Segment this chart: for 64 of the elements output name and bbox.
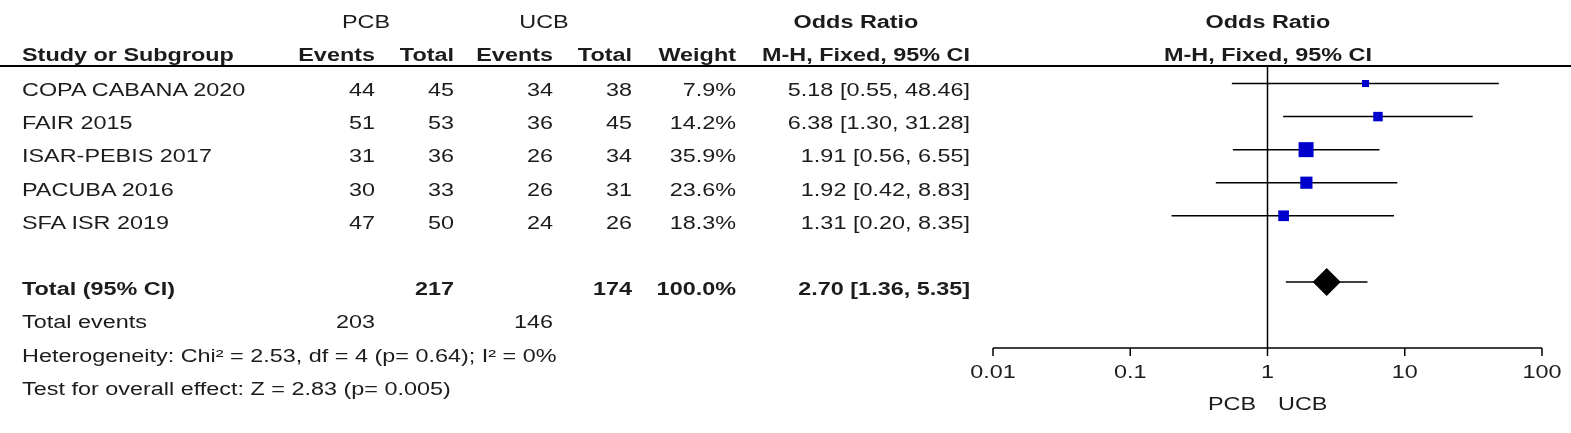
- data-label: 38: [605, 79, 632, 101]
- x-tick-label: 10: [1391, 361, 1418, 382]
- data-label: 33: [427, 178, 454, 201]
- category-label: PACUBA 2016: [22, 178, 174, 201]
- text: Test for overall effect: Z = 2.83 (p= 0.005): [22, 377, 451, 400]
- data-label: 26: [526, 145, 553, 168]
- category-label: FAIR 2015: [22, 112, 133, 135]
- data-label: 100.0%: [656, 278, 736, 301]
- x-tick-label: 100: [1522, 361, 1562, 382]
- category-label: Total events: [22, 311, 147, 334]
- data-label: 31: [348, 145, 375, 168]
- data-label: 36: [526, 112, 553, 135]
- text: Total: [399, 44, 454, 66]
- data-label: 146: [513, 311, 553, 334]
- category-label: SFA ISR 2019: [22, 211, 169, 234]
- data-label: 51: [348, 112, 375, 135]
- data-label: 26: [605, 211, 632, 234]
- data-label: 31: [605, 178, 632, 201]
- data-label: 53: [427, 112, 454, 135]
- text: PCB: [1207, 393, 1256, 415]
- category-label: COPA CABANA 2020: [22, 79, 246, 101]
- data-label: 5.18 [0.55, 48.46]: [787, 79, 970, 101]
- x-tick-label: 0.01: [970, 361, 1016, 382]
- data-label: 6.38 [1.30, 31.28]: [787, 112, 970, 135]
- text: Study or Subgroup: [22, 44, 234, 66]
- chart-subtitle: M-H, Fixed, 95% CI: [1163, 44, 1372, 66]
- text: UCB: [1277, 393, 1327, 415]
- data-label: 174: [592, 278, 632, 301]
- data-label: 1.92 [0.42, 8.83]: [800, 178, 970, 201]
- text: Events: [298, 44, 375, 66]
- category-label: Total (95% CI): [22, 278, 175, 301]
- x-tick-label: 0.1: [1114, 361, 1147, 382]
- data-label: 203: [335, 311, 375, 334]
- text: Events: [476, 44, 553, 66]
- chart-title: Odds Ratio: [1205, 11, 1330, 33]
- text: Weight: [658, 44, 736, 66]
- data-label: 45: [605, 112, 632, 135]
- data-label: 45: [427, 79, 454, 101]
- data-label: 7.9%: [682, 79, 736, 101]
- text: UCB: [519, 11, 569, 33]
- data-label: 44: [348, 79, 375, 101]
- data-label: 1.91 [0.56, 6.55]: [800, 145, 970, 168]
- data-label: 35.9%: [669, 145, 736, 168]
- text: Total: [577, 44, 632, 66]
- data-label: 30: [348, 178, 375, 201]
- text: PCB: [341, 11, 391, 33]
- text: Odds Ratio: [793, 11, 919, 33]
- data-label: 1.31 [0.20, 8.35]: [800, 211, 970, 234]
- data-label: 14.2%: [669, 112, 736, 135]
- data-label: 26: [526, 178, 553, 201]
- data-label: 50: [427, 211, 454, 234]
- data-label: 34: [605, 145, 632, 168]
- data-label: 2.70 [1.36, 5.35]: [798, 278, 970, 301]
- data-label: 217: [414, 278, 454, 301]
- text: M-H, Fixed, 95% CI: [761, 44, 970, 66]
- data-label: 18.3%: [669, 211, 736, 234]
- data-label: 34: [526, 79, 553, 101]
- data-label: 24: [526, 211, 553, 234]
- data-label: 36: [427, 145, 454, 168]
- text: Heterogeneity: Chi² = 2.53, df = 4 (p= 0.64); I² = 0%: [22, 344, 557, 367]
- data-label: 47: [348, 211, 375, 234]
- x-tick-label: 1: [1260, 361, 1275, 382]
- data-label: 23.6%: [669, 178, 736, 201]
- category-label: ISAR-PEBIS 2017: [22, 145, 212, 168]
